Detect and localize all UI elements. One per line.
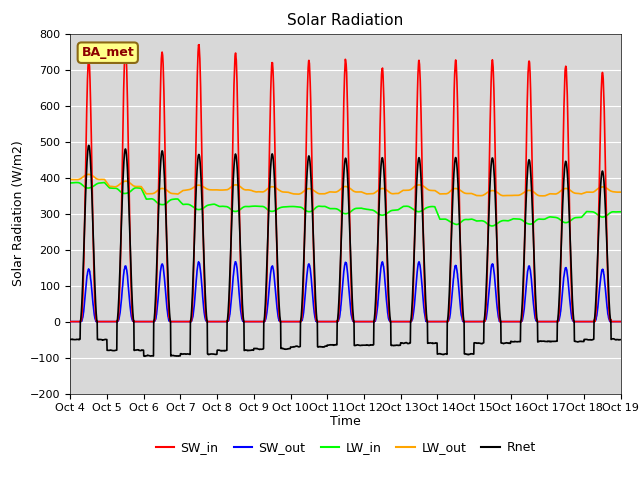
LW_in: [617, 209, 625, 215]
Rnet: [617, 337, 625, 343]
LW_in: [506, 217, 513, 223]
Line: Rnet: Rnet: [70, 145, 621, 356]
Line: SW_out: SW_out: [70, 262, 621, 322]
Text: BA_met: BA_met: [81, 46, 134, 59]
SW_in: [506, 319, 513, 324]
LW_out: [568, 189, 576, 195]
SW_out: [232, 259, 239, 264]
LW_out: [374, 188, 381, 193]
LW_out: [84, 171, 92, 177]
SW_in: [617, 319, 625, 324]
LW_in: [374, 210, 381, 216]
SW_in: [195, 42, 203, 48]
LW_in: [73, 180, 81, 185]
Y-axis label: Solar Radiation (W/m2): Solar Radiation (W/m2): [12, 141, 24, 287]
Rnet: [568, 297, 576, 302]
SW_out: [362, 319, 369, 324]
X-axis label: Time: Time: [330, 415, 361, 428]
LW_in: [584, 209, 591, 215]
Rnet: [506, 340, 513, 346]
LW_out: [67, 177, 74, 182]
SW_out: [617, 319, 625, 324]
LW_out: [584, 189, 591, 195]
SW_out: [220, 319, 228, 324]
SW_in: [374, 259, 381, 264]
Rnet: [141, 353, 148, 359]
Line: SW_in: SW_in: [70, 45, 621, 322]
Rnet: [220, 348, 228, 353]
Legend: SW_in, SW_out, LW_in, LW_out, Rnet: SW_in, SW_out, LW_in, LW_out, Rnet: [150, 436, 541, 459]
SW_in: [584, 319, 591, 324]
LW_in: [568, 216, 576, 222]
Title: Solar Radiation: Solar Radiation: [287, 13, 404, 28]
Line: LW_out: LW_out: [70, 174, 621, 196]
Rnet: [374, 242, 381, 248]
Rnet: [67, 336, 74, 342]
SW_out: [374, 304, 381, 310]
Rnet: [584, 337, 591, 343]
SW_out: [67, 319, 74, 324]
SW_in: [362, 319, 369, 324]
LW_out: [220, 187, 228, 193]
LW_out: [362, 191, 369, 196]
LW_out: [617, 189, 625, 195]
LW_in: [220, 204, 228, 209]
SW_out: [506, 319, 513, 324]
SW_in: [67, 319, 74, 324]
LW_in: [362, 206, 369, 212]
LW_in: [67, 180, 74, 186]
SW_in: [220, 319, 228, 324]
LW_out: [506, 192, 513, 198]
SW_in: [568, 305, 576, 311]
Line: LW_in: LW_in: [70, 182, 621, 226]
Rnet: [85, 143, 93, 148]
SW_out: [584, 319, 591, 324]
LW_in: [488, 223, 496, 229]
Rnet: [362, 342, 369, 348]
SW_out: [568, 315, 576, 321]
LW_out: [540, 193, 547, 199]
